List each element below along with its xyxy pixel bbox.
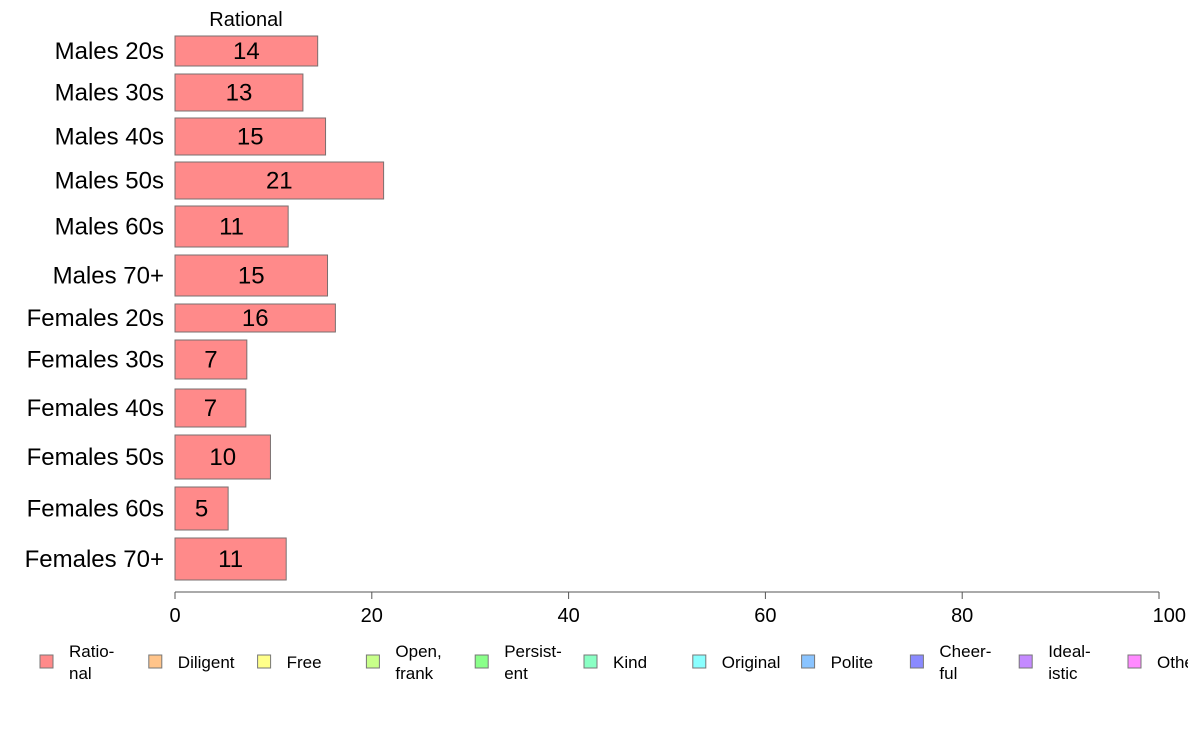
legend-swatch-3 [365, 654, 380, 669]
legend-label-7: Polite [831, 653, 874, 672]
category-label-9: Females 50s [27, 444, 164, 471]
legend-swatch-2 [257, 654, 272, 669]
x-tick-label-4: 80 [951, 605, 973, 627]
legend-swatch-4 [474, 654, 489, 669]
bar-9 [174, 434, 271, 480]
bar-0 [174, 35, 319, 67]
legend: Ratio-nal Diligent Free Open, frank Persist-e… [39, 642, 1188, 683]
x-tick-label-3: 60 [754, 605, 776, 627]
data-label-1: 13 [226, 80, 253, 107]
legend-swatch-1 [148, 654, 163, 669]
legend-label-8: Cheer- [939, 642, 991, 661]
chart-title: Rational [209, 9, 282, 31]
category-label-7: Females 30s [27, 347, 164, 374]
data-label-11: 11 [218, 546, 243, 573]
data-label-6: 16 [242, 305, 269, 332]
data-label-4: 11 [219, 214, 244, 241]
category-label-4: Males 60s [55, 214, 164, 241]
category-label-3: Males 50s [55, 168, 164, 195]
legend-label-5: Kind [613, 653, 647, 672]
data-label-0: 14 [233, 38, 260, 65]
bar-1 [174, 73, 304, 112]
bar-7 [174, 339, 248, 380]
category-label-2: Males 40s [55, 124, 164, 151]
legend-label-9-line2: istic [1048, 664, 1078, 683]
bar-11 [174, 537, 287, 581]
category-label-6: Females 20s [27, 305, 164, 332]
data-label-5: 15 [238, 263, 265, 290]
bar-5 [174, 254, 329, 297]
data-label-8: 7 [204, 395, 217, 422]
legend-swatch-8 [909, 654, 924, 669]
legend-label-8-line2: ful [939, 664, 957, 683]
legend-label-6: Original [722, 653, 781, 672]
bar-8 [174, 388, 247, 428]
bar-2 [174, 117, 327, 156]
legend-label-0-line2: nal [69, 664, 92, 683]
bar-4 [174, 205, 289, 248]
legend-swatch-7 [801, 654, 816, 669]
data-label-10: 5 [195, 496, 208, 523]
legend-label-4: Persist- [504, 642, 562, 661]
legend-label-3: Open, [395, 642, 441, 661]
legend-swatch-10 [1127, 654, 1142, 669]
category-label-1: Males 30s [55, 80, 164, 107]
legend-label-1: Diligent [178, 653, 235, 672]
legend-label-4-line2: ent [504, 664, 528, 683]
x-tick-label-5: 100 [1153, 605, 1186, 627]
category-label-5: Males 70+ [53, 263, 164, 290]
legend-swatch-6 [692, 654, 707, 669]
legend-swatch-9 [1018, 654, 1033, 669]
legend-swatch-0 [39, 654, 54, 669]
data-label-3: 21 [266, 168, 293, 195]
x-tick-label-0: 0 [169, 605, 180, 627]
legend-label-2: Free [287, 653, 322, 672]
legend-label-3-line2: frank [395, 664, 433, 683]
category-labels: Males 20s Males 30s Males 40s Males 50s Male… [25, 38, 164, 573]
legend-label-10: Other [1157, 653, 1188, 672]
legend-label-0: Ratio- [69, 642, 114, 661]
category-label-0: Males 20s [55, 38, 164, 65]
bar-6 [174, 303, 336, 333]
bar-3 [174, 161, 385, 200]
data-label-7: 7 [204, 347, 217, 374]
bar-10 [174, 486, 229, 531]
x-tick-label-1: 20 [361, 605, 383, 627]
category-label-11: Females 70+ [25, 546, 164, 573]
legend-label-9: Ideal- [1048, 642, 1091, 661]
data-label-2: 15 [237, 124, 264, 151]
category-label-10: Females 60s [27, 496, 164, 523]
category-label-8: Females 40s [27, 395, 164, 422]
data-label-9: 10 [209, 444, 236, 471]
x-axis: 0 20 40 60 80 100 [169, 591, 1186, 627]
x-tick-label-2: 40 [557, 605, 579, 627]
legend-swatch-5 [583, 654, 598, 669]
